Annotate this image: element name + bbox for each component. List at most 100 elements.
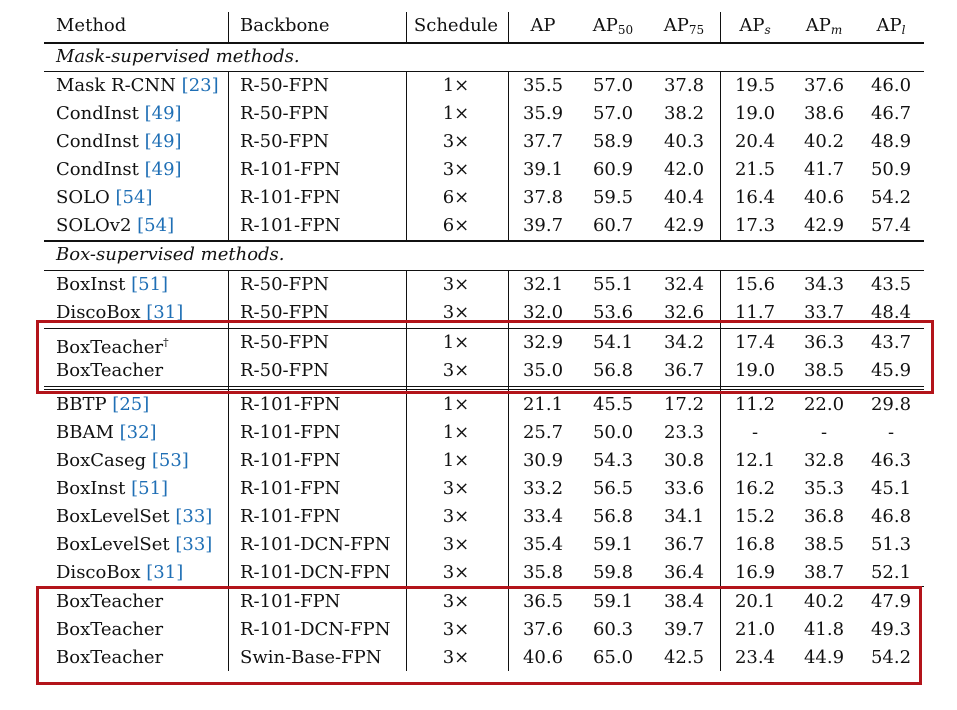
method-cell: BBAM [32] (56, 419, 157, 447)
schedule-cell: 3× (442, 591, 470, 612)
backbone-cell: R-101-FPN (240, 478, 341, 499)
citation-link[interactable]: [54] (137, 215, 175, 236)
apm-cell: 41.8 (803, 619, 845, 640)
table-row: DiscoBox [31] R-50-FPN 3× 32.0 53.6 32.6 11.7 3… (44, 299, 924, 327)
citation-link[interactable]: [33] (175, 534, 213, 555)
aps-cell: 15.6 (734, 274, 776, 295)
ap75-cell: 34.1 (663, 506, 705, 527)
table-row: BoxTeacher R-50-FPN 3× 35.0 56.8 36.7 19.0 38.5… (44, 357, 924, 385)
aps-cell: 19.0 (734, 360, 776, 381)
ap50-cell: 60.7 (592, 215, 634, 236)
ap75-cell: 17.2 (663, 394, 705, 415)
backbone-cell: R-101-FPN (240, 506, 341, 527)
backbone-cell: R-101-FPN (240, 394, 341, 415)
ap75-cell: 42.9 (663, 215, 705, 236)
apl-cell: 52.1 (870, 562, 912, 583)
citation-link[interactable]: [51] (131, 478, 169, 499)
rule-mask-section (44, 71, 924, 72)
backbone-cell: R-101-FPN (240, 159, 341, 180)
rule-box-section (44, 270, 924, 271)
schedule-cell: 3× (442, 562, 470, 583)
method-name: BBTP (56, 394, 113, 415)
table-row: DiscoBox [31] R-101-DCN-FPN 3× 35.8 59.8 36.4… (44, 559, 924, 587)
citation-link[interactable]: [49] (144, 131, 182, 152)
backbone-cell: R-50-FPN (240, 302, 329, 323)
citation-link[interactable]: [51] (131, 274, 169, 295)
ap-cell: 21.1 (522, 394, 564, 415)
method-cell: BBTP [25] (56, 391, 149, 419)
ap-cell: 35.8 (522, 562, 564, 583)
apm-cell: 42.9 (803, 215, 845, 236)
method-name: BoxTeacher (56, 337, 164, 358)
aps-cell: 20.1 (734, 591, 776, 612)
header-apm: APm (805, 15, 843, 37)
ap-cell: 33.2 (522, 478, 564, 499)
method-cell: BoxTeacher† (56, 329, 169, 358)
apl-cell: 54.2 (870, 187, 912, 208)
header-apl: APl (876, 15, 906, 37)
table-row: BoxTeacher R-101-DCN-FPN 3× 37.6 60.3 39.7 21.… (44, 616, 924, 644)
method-cell: SOLOv2 [54] (56, 212, 174, 240)
aps-cell: 15.2 (734, 506, 776, 527)
schedule-cell: 1× (442, 103, 470, 124)
citation-link[interactable]: [33] (175, 506, 213, 527)
citation-link[interactable]: [32] (119, 422, 157, 443)
backbone-cell: R-50-FPN (240, 332, 329, 353)
backbone-cell: R-101-FPN (240, 422, 341, 443)
method-name: BoxInst (56, 274, 132, 295)
ap-cell: 33.4 (522, 506, 564, 527)
apm-cell: 33.7 (803, 302, 845, 323)
citation-link[interactable]: [31] (146, 302, 184, 323)
apl-cell: 47.9 (870, 591, 912, 612)
rule-discobox-end (44, 328, 924, 329)
method-name: BoxTeacher (56, 591, 164, 612)
apm-cell: 40.2 (803, 131, 845, 152)
aps-cell: - (751, 422, 759, 443)
method-cell: BoxLevelSet [33] (56, 531, 212, 559)
citation-link[interactable]: [49] (144, 103, 182, 124)
backbone-cell: Swin-Base-FPN (240, 647, 382, 668)
aps-cell: 16.8 (734, 534, 776, 555)
backbone-cell: R-50-FPN (240, 360, 329, 381)
ap75-cell: 36.7 (663, 360, 705, 381)
method-name: BoxLevelSet (56, 506, 176, 527)
citation-link[interactable]: [54] (115, 187, 153, 208)
apm-cell: 38.5 (803, 534, 845, 555)
ap50-cell: 57.0 (592, 103, 634, 124)
schedule-cell: 3× (442, 506, 470, 527)
vrule-ap75-box (720, 271, 721, 671)
ap50-cell: 59.8 (592, 562, 634, 583)
ap-cell: 36.5 (522, 591, 564, 612)
method-cell: BoxTeacher (56, 644, 163, 672)
apl-cell: 45.9 (870, 360, 912, 381)
schedule-cell: 3× (442, 647, 470, 668)
method-cell: BoxTeacher (56, 616, 163, 644)
ap50-cell: 59.5 (592, 187, 634, 208)
ap-cell: 35.4 (522, 534, 564, 555)
citation-link[interactable]: [53] (151, 450, 189, 471)
apm-cell: 40.6 (803, 187, 845, 208)
table-row: BoxTeacher R-101-FPN 3× 36.5 59.1 38.4 20.1 40.… (44, 588, 924, 616)
header-ap: AP (530, 15, 556, 36)
apl-cell: 46.0 (870, 75, 912, 96)
rule-r50-end-double (44, 389, 924, 390)
rule-header-bottom (44, 42, 924, 44)
citation-link[interactable]: [25] (112, 394, 150, 415)
apl-cell: 50.9 (870, 159, 912, 180)
method-cell: DiscoBox [31] (56, 299, 183, 327)
schedule-cell: 3× (442, 274, 470, 295)
method-name: CondInst (56, 103, 145, 124)
apm-cell: 38.7 (803, 562, 845, 583)
apl-cell: 46.8 (870, 506, 912, 527)
rule-mask-end (44, 240, 924, 242)
ap-cell: 32.1 (522, 274, 564, 295)
vrule-backbone-header (406, 12, 407, 42)
aps-cell: 19.0 (734, 103, 776, 124)
citation-link[interactable]: [23] (181, 75, 219, 96)
ap75-cell: 33.6 (663, 478, 705, 499)
table-row: BoxInst [51] R-101-FPN 3× 33.2 56.5 33.6 16.2 3… (44, 475, 924, 503)
citation-link[interactable]: [49] (144, 159, 182, 180)
section-mask-row: Mask-supervised methods. (44, 43, 924, 71)
header-schedule: Schedule (413, 15, 499, 36)
citation-link[interactable]: [31] (146, 562, 184, 583)
